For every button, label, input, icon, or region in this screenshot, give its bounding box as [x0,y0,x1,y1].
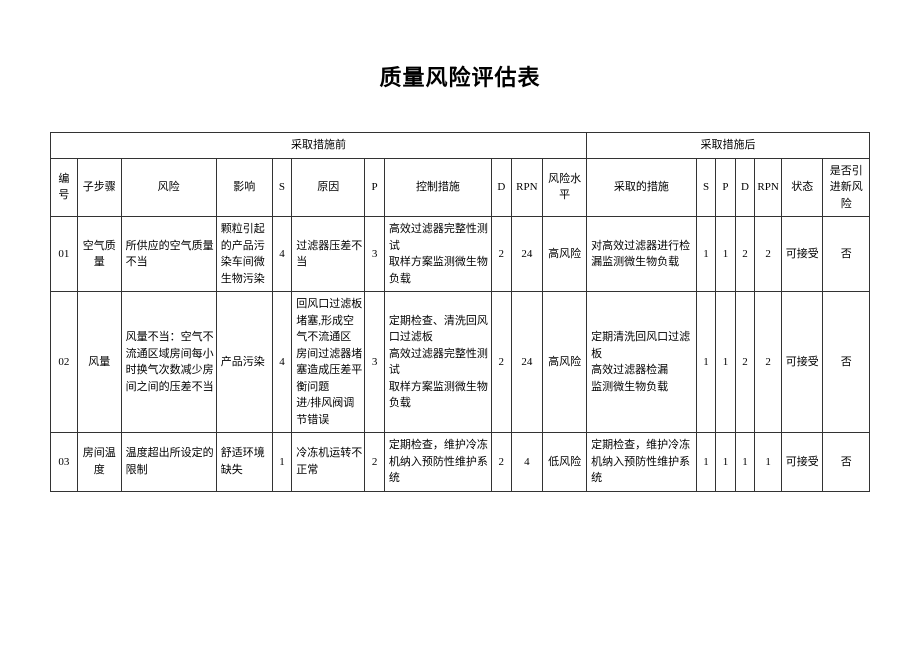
cell-risk: 温度超出所设定的限制 [121,433,216,492]
cell-d2: 2 [735,292,754,433]
table-row: 01空气质量所供应的空气质量不当颗粒引起的产品污染车间微生物污染4过滤器压差不当… [51,217,870,292]
cell-cause: 过滤器压差不当 [292,217,365,292]
col-d: D [492,158,511,217]
cell-p2: 1 [716,433,735,492]
cell-impact: 颗粒引起的产品污染车间微生物污染 [216,217,272,292]
col-d2: D [735,158,754,217]
col-status: 状态 [782,158,823,217]
group-before: 采取措施前 [51,133,587,159]
cell-p2: 1 [716,292,735,433]
col-p: P [365,158,384,217]
cell-s: 4 [272,292,291,433]
cell-risk: 所供应的空气质量不当 [121,217,216,292]
col-rpn: RPN [511,158,543,217]
cell-control: 定期检查，维护冷冻机纳入预防性维护系统 [384,433,491,492]
cell-cause: 回风口过滤板堵塞,形成空气不流通区房间过滤器堵塞造成压差平衡问题进/排风阀调节错… [292,292,365,433]
cell-control: 高效过滤器完整性测试取样方案监测微生物负载 [384,217,491,292]
cell-p: 3 [365,292,384,433]
cell-action: 对高效过滤器进行检漏监测微生物负载 [587,217,697,292]
cell-id: 02 [51,292,78,433]
col-id: 编号 [51,158,78,217]
cell-rpn: 24 [511,292,543,433]
col-action: 采取的措施 [587,158,697,217]
cell-rpn2: 2 [755,292,782,433]
risk-table: 采取措施前 采取措施后 编号 子步骤 风险 影响 S 原因 P 控制措施 D R… [50,132,870,492]
cell-d: 2 [492,292,511,433]
cell-status: 可接受 [782,433,823,492]
cell-status: 可接受 [782,217,823,292]
cell-level: 高风险 [543,217,587,292]
cell-risk: 风量不当：空气不流通区域房间每小时换气次数减少房间之间的压差不当 [121,292,216,433]
col-impact: 影响 [216,158,272,217]
cell-step: 房间温度 [77,433,121,492]
cell-rpn2: 1 [755,433,782,492]
cell-impact: 舒适环境缺失 [216,433,272,492]
cell-id: 03 [51,433,78,492]
cell-id: 01 [51,217,78,292]
col-p2: P [716,158,735,217]
cell-rpn: 24 [511,217,543,292]
cell-new_risk: 否 [823,217,870,292]
cell-action: 定期检查，维护冷冻机纳入预防性维护系统 [587,433,697,492]
col-s2: S [696,158,715,217]
col-control: 控制措施 [384,158,491,217]
cell-rpn: 4 [511,433,543,492]
cell-p2: 1 [716,217,735,292]
col-risk: 风险 [121,158,216,217]
cell-cause: 冷冻机运转不正常 [292,433,365,492]
col-new-risk: 是否引进新风险 [823,158,870,217]
group-after: 采取措施后 [587,133,870,159]
cell-impact: 产品污染 [216,292,272,433]
cell-s2: 1 [696,433,715,492]
cell-step: 空气质量 [77,217,121,292]
cell-new_risk: 否 [823,433,870,492]
cell-new_risk: 否 [823,292,870,433]
table-row: 02风量风量不当：空气不流通区域房间每小时换气次数减少房间之间的压差不当产品污染… [51,292,870,433]
cell-s2: 1 [696,292,715,433]
cell-d2: 1 [735,433,754,492]
table-row: 03房间温度温度超出所设定的限制舒适环境缺失1冷冻机运转不正常2定期检查，维护冷… [51,433,870,492]
cell-d: 2 [492,433,511,492]
cell-level: 低风险 [543,433,587,492]
cell-action: 定期清洗回风口过滤板高效过滤器检漏监测微生物负载 [587,292,697,433]
cell-step: 风量 [77,292,121,433]
cell-s: 4 [272,217,291,292]
cell-level: 高风险 [543,292,587,433]
col-cause: 原因 [292,158,365,217]
col-s: S [272,158,291,217]
cell-d2: 2 [735,217,754,292]
cell-p: 3 [365,217,384,292]
cell-rpn2: 2 [755,217,782,292]
col-rpn2: RPN [755,158,782,217]
cell-d: 2 [492,217,511,292]
col-risk-level: 风险水平 [543,158,587,217]
cell-status: 可接受 [782,292,823,433]
cell-s2: 1 [696,217,715,292]
page-title: 质量风险评估表 [50,60,870,92]
cell-control: 定期检查、清洗回风口过滤板高效过滤器完整性测试取样方案监测微生物负载 [384,292,491,433]
col-step: 子步骤 [77,158,121,217]
cell-s: 1 [272,433,291,492]
cell-p: 2 [365,433,384,492]
